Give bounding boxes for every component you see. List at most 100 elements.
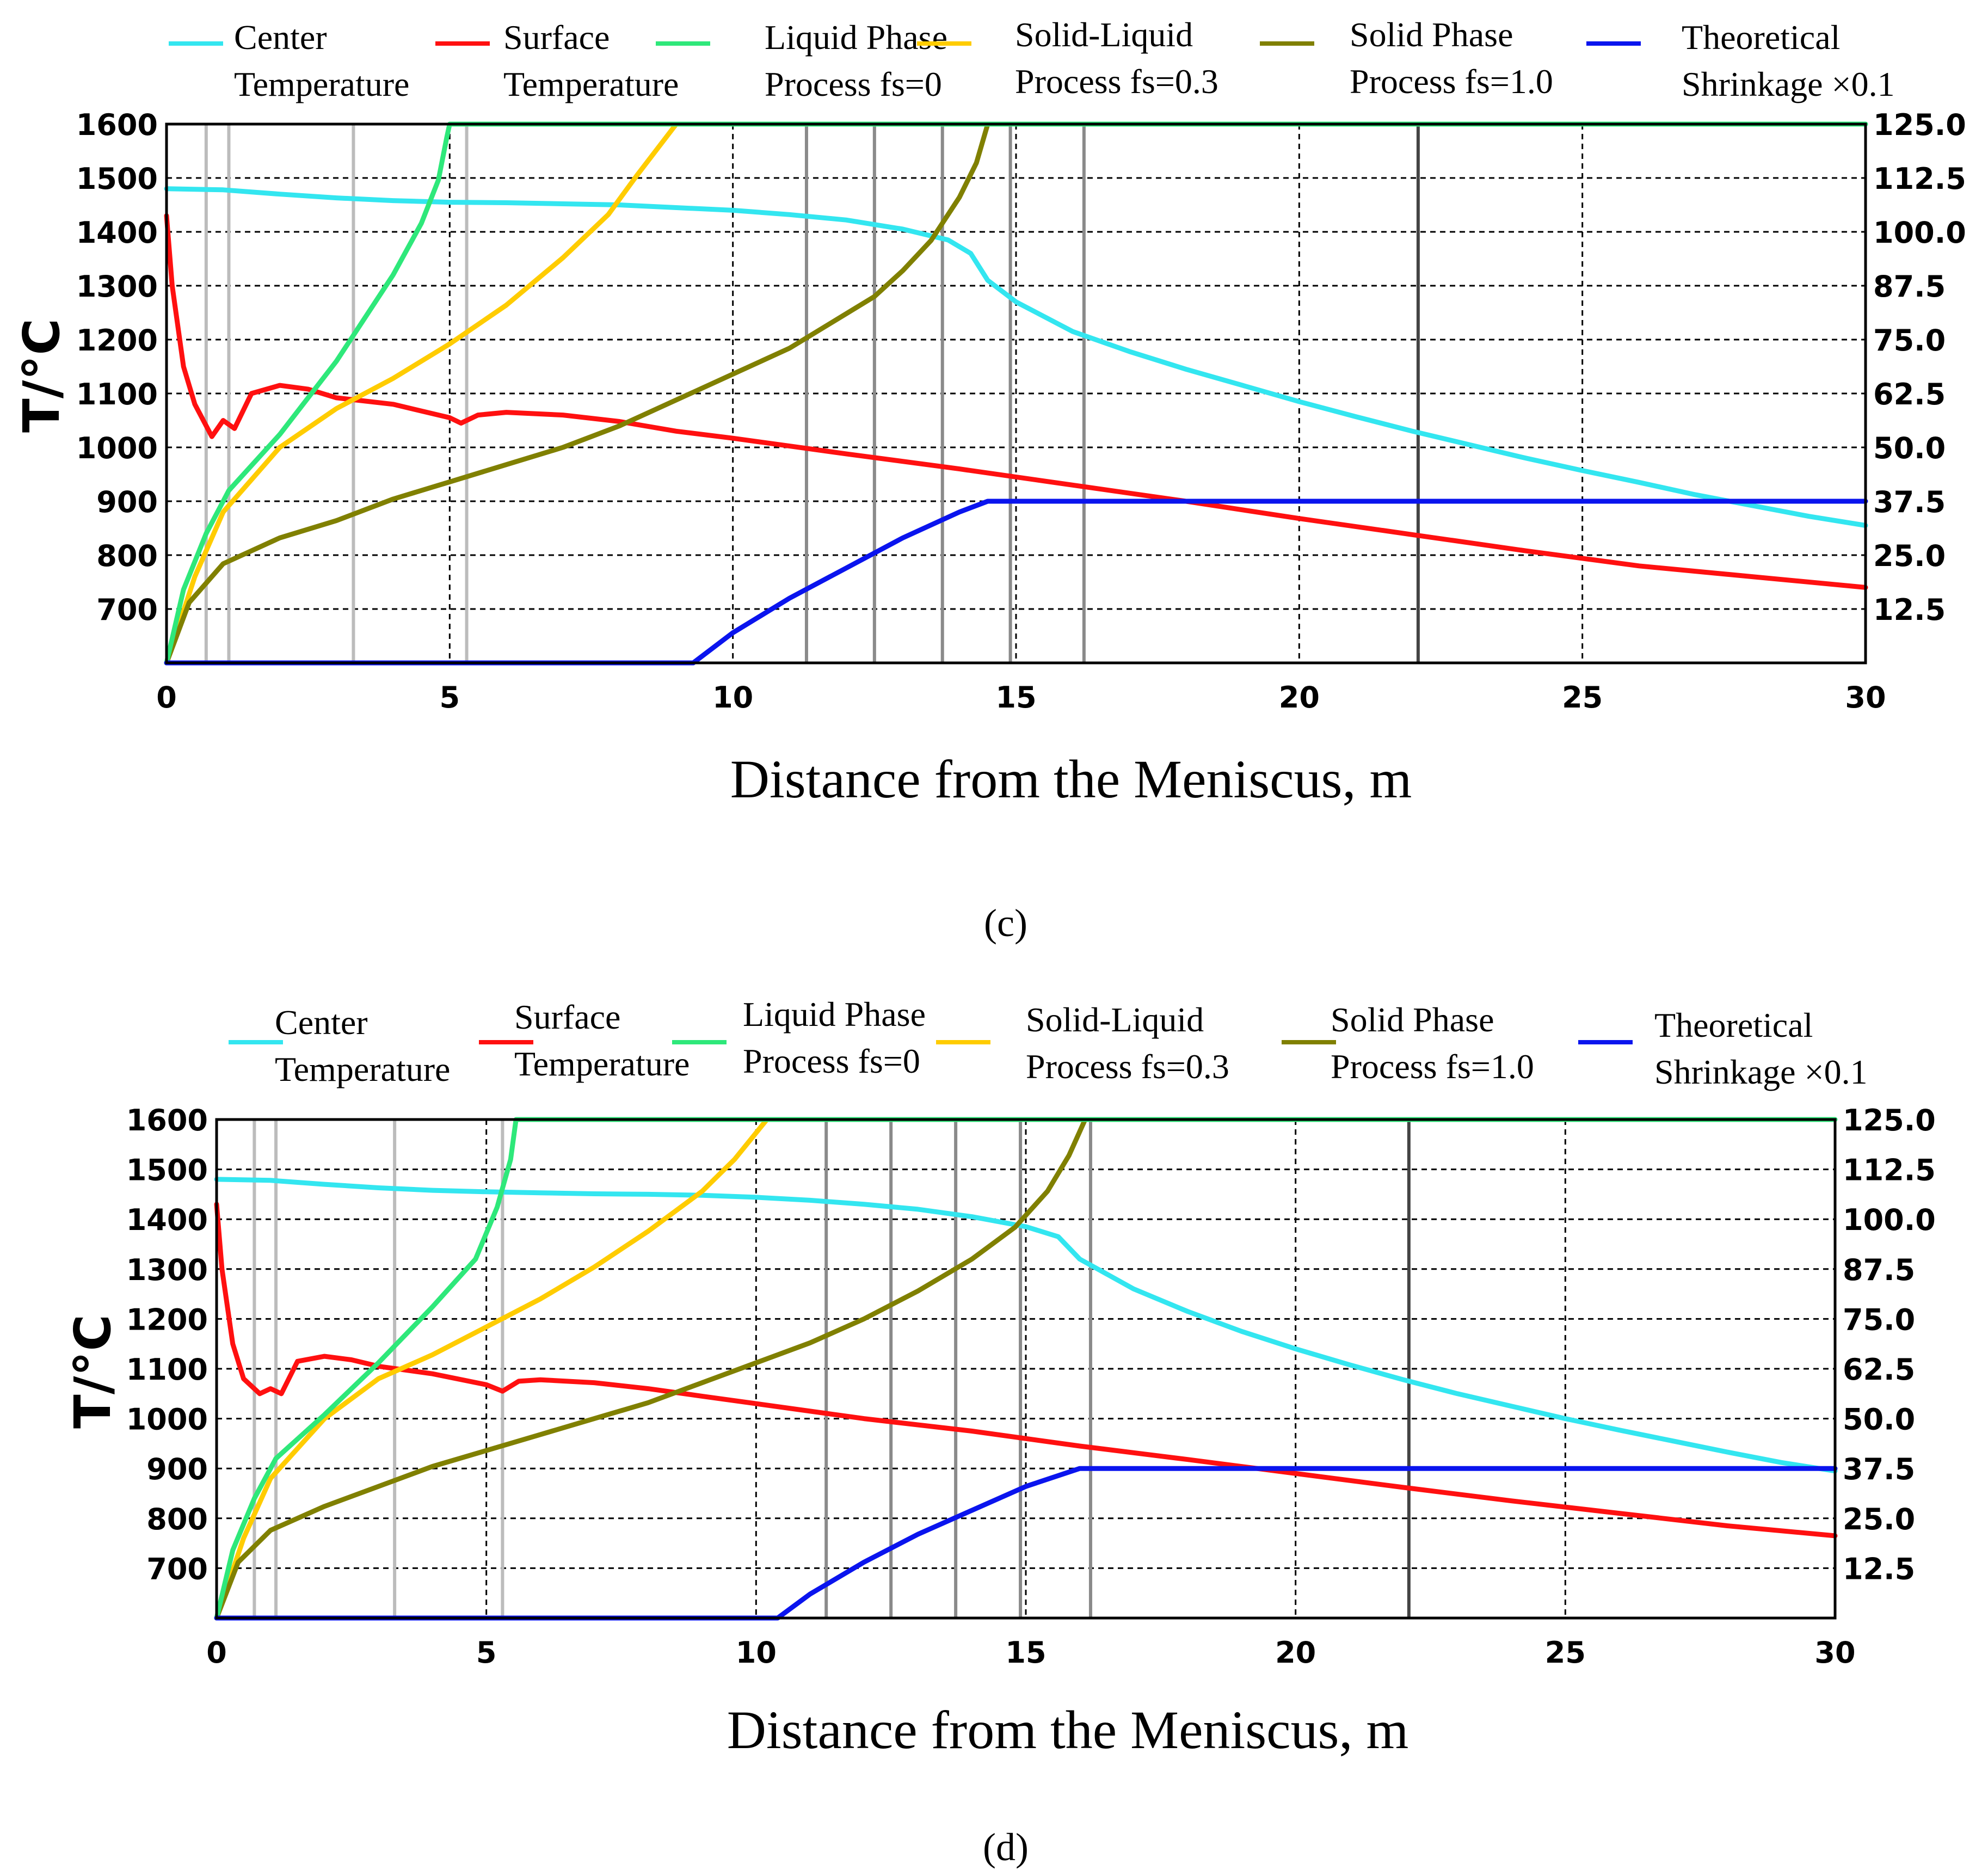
legend-item: Solid Phase Process fs=1.0	[1260, 15, 1553, 101]
x-tick-label: 5	[476, 1635, 497, 1670]
series-line-surface-temperature	[164, 213, 1868, 590]
plot-frame	[165, 122, 1867, 665]
series-line-center-temperature	[164, 186, 1868, 528]
y2-tick-label: 25.0	[1843, 1502, 1915, 1536]
legend-label: Solid-Liquid	[1026, 1000, 1204, 1039]
legend-item: Solid-Liquid Process fs=0.3	[917, 15, 1218, 101]
y2-tick-label: 37.5	[1843, 1452, 1915, 1486]
y2-tick-label: 50.0	[1843, 1403, 1915, 1437]
legend-label: Process fs=0	[743, 1042, 920, 1080]
legend-label: Shrinkage ×0.1	[1654, 1053, 1868, 1091]
y2-tick-label: 37.5	[1873, 485, 1946, 519]
y2-tick-label: 62.5	[1843, 1352, 1915, 1387]
legend-label: Process fs=1.0	[1331, 1047, 1534, 1086]
y2-tick-label: 75.0	[1873, 323, 1946, 358]
panel-label-d: (d)	[983, 1825, 1029, 1869]
plot-frame	[215, 1118, 1837, 1620]
y-tick-label: 700	[146, 1552, 208, 1586]
y2-tick-label: 87.5	[1873, 269, 1946, 304]
legend-label: Temperature	[514, 1044, 690, 1083]
x-tick-label: 20	[1275, 1635, 1316, 1670]
legend-item: Solid-Liquid Process fs=0.3	[936, 1000, 1229, 1086]
legend-label: Temperature	[234, 65, 409, 103]
y-tick-label: 1100	[76, 377, 158, 411]
x-tick-label: 25	[1562, 680, 1603, 715]
y-tick-label: 1500	[126, 1153, 208, 1188]
x-tick-label: 20	[1279, 680, 1320, 715]
legend-item: Liquid Phase Process fs=0	[656, 18, 947, 103]
y-tick-label: 900	[146, 1452, 208, 1486]
y2-tick-label: 100.0	[1873, 216, 1966, 250]
plot-area-d: 700 800 900 1000 1100 1200 1300 1400 1500 1600 12.…	[126, 1103, 1936, 1670]
x-tick-label: 5	[440, 680, 460, 715]
y2-tick-label: 87.5	[1843, 1253, 1915, 1287]
legend-label: Theoretical	[1682, 18, 1840, 57]
y-tick-label: 1300	[126, 1253, 208, 1287]
legend-item: Center Temperature	[229, 1003, 450, 1088]
legend-item: Theoretical Shrinkage ×0.1	[1586, 18, 1895, 103]
x-tick-label: 15	[995, 680, 1036, 715]
chart-panel-c: CenterTemperatureSurfaceTemperatureLiqui…	[13, 15, 1966, 945]
y-tick-label: 1100	[126, 1352, 208, 1387]
y-tick-label: 700	[96, 593, 158, 627]
series-line-liquid-phase-process-fs-0	[214, 1117, 1838, 1621]
x-tick-label: 0	[156, 680, 177, 715]
plot-area-c: 700 800 900 1000 1100 1200 1300 1400 1500 1600 12.…	[76, 108, 1966, 715]
legend-item: Center Temperature	[169, 18, 409, 103]
x-tick-label: 15	[1005, 1635, 1046, 1670]
x-axis-title-d: Distance from the Meniscus, m	[727, 1700, 1409, 1760]
x-tick-label: 30	[1845, 680, 1886, 715]
legend-label: Liquid Phase	[743, 995, 926, 1034]
y2-tick-label: 12.5	[1843, 1552, 1915, 1586]
legend-label: Process fs=1.0	[1350, 62, 1553, 101]
legend-label: Temperature	[275, 1050, 450, 1088]
legend-label: Surface	[503, 18, 610, 57]
panel-label-c: (c)	[984, 901, 1027, 945]
x-tick-label: 10	[712, 680, 753, 715]
y2-tick-label: 125.0	[1843, 1103, 1936, 1137]
legend-label: Surface	[514, 998, 620, 1036]
legend-item: Surface Temperature	[435, 18, 679, 103]
y2-tick-label: 100.0	[1843, 1203, 1936, 1237]
legend-label: Solid Phase	[1350, 15, 1513, 54]
y-tick-label: 1500	[76, 162, 158, 196]
y2-tick-label: 125.0	[1873, 108, 1966, 142]
y2-tick-label: 112.5	[1873, 162, 1966, 196]
legend-item: Surface Temperature	[479, 998, 690, 1083]
y2-tick-label: 25.0	[1873, 539, 1946, 573]
x-tick-label: 0	[206, 1635, 227, 1670]
grid	[217, 1118, 1835, 1618]
legend-label: Liquid Phase	[765, 18, 947, 57]
y-tick-label: 800	[96, 539, 158, 573]
y-tick-label: 1600	[76, 108, 158, 142]
x-tick-label: 10	[736, 1635, 777, 1670]
y2-tick-label: 62.5	[1873, 377, 1946, 411]
series-line-solid-liquid-process-fs-0-3	[214, 1117, 770, 1621]
legend-label: Solid Phase	[1331, 1000, 1494, 1039]
series-line-solid-phase-process-fs-1-0	[164, 121, 990, 666]
series-line-solid-phase-process-fs-1-0	[214, 1117, 1088, 1621]
series-line-surface-temperature	[214, 1202, 1838, 1539]
y-tick-label: 1200	[126, 1302, 208, 1337]
legend-label: Solid-Liquid	[1015, 15, 1193, 54]
legend-item: Solid Phase Process fs=1.0	[1282, 1000, 1534, 1086]
legend-label: Shrinkage ×0.1	[1682, 65, 1895, 103]
series-line-theoretical-shrinkage-0-1	[214, 1466, 1838, 1621]
y2-tick-label: 50.0	[1873, 431, 1946, 465]
series-line-solid-liquid-process-fs-0-3	[164, 121, 679, 666]
series-line-liquid-phase-process-fs-0	[164, 121, 1868, 666]
y-tick-label: 1600	[126, 1103, 208, 1137]
series-line-theoretical-shrinkage-0-1	[164, 499, 1868, 666]
legend-label: Theoretical	[1654, 1006, 1813, 1044]
legend-label: Process fs=0.3	[1026, 1047, 1229, 1086]
y-tick-label: 800	[146, 1502, 208, 1536]
x-tick-label: 25	[1545, 1635, 1586, 1670]
legend-label: Temperature	[503, 65, 679, 103]
x-tick-label: 30	[1814, 1635, 1855, 1670]
y2-tick-label: 112.5	[1843, 1153, 1936, 1188]
y-tick-label: 1200	[76, 323, 158, 358]
series-line-center-temperature	[214, 1177, 1838, 1474]
legend-c: CenterTemperatureSurfaceTemperatureLiqui…	[169, 15, 1895, 103]
